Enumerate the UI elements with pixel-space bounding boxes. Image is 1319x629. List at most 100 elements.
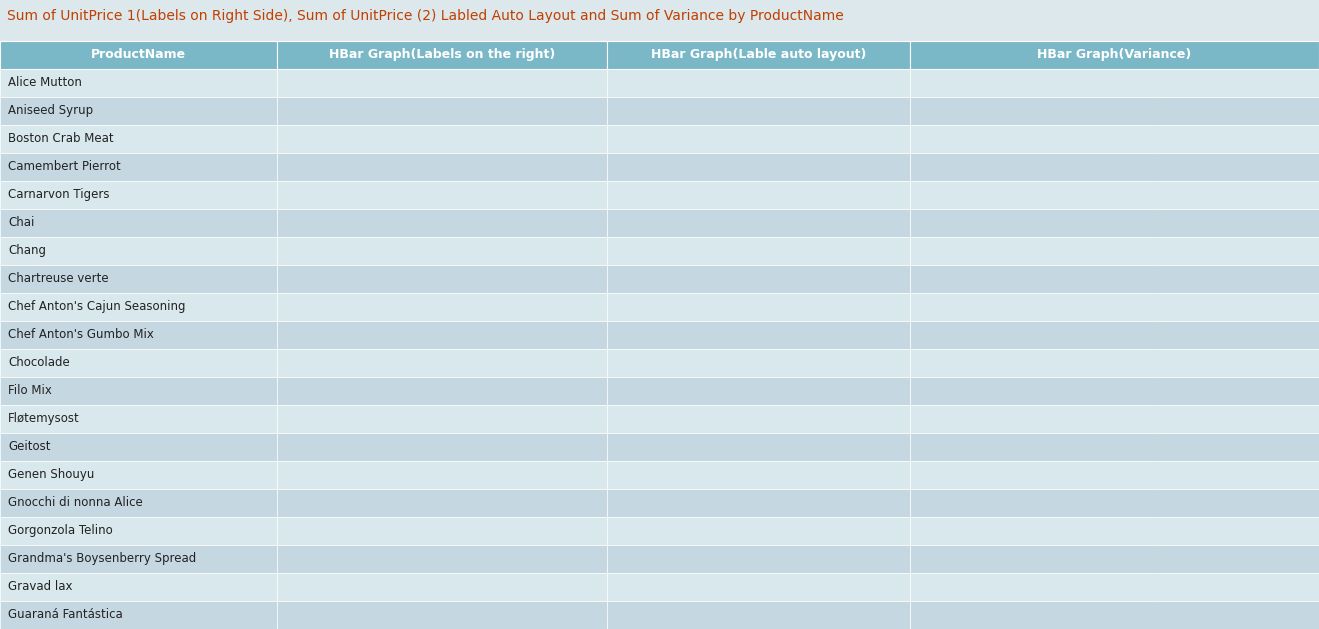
Text: Gravad lax: Gravad lax	[8, 581, 73, 594]
Bar	[607, 187, 864, 203]
Text: 21.35: 21.35	[565, 328, 599, 342]
Text: 38: 38	[583, 496, 599, 509]
Bar	[277, 523, 332, 539]
Text: 4.5: 4.5	[580, 608, 599, 621]
Text: 15.5: 15.5	[572, 469, 599, 481]
Text: -33: -33	[939, 384, 958, 398]
Text: Sum of UnitPrice 1(Labels on Right Side), Sum of UnitPrice (2) Labled Auto Layou: Sum of UnitPrice 1(Labels on Right Side)…	[7, 9, 843, 23]
Text: 62.5: 62.5	[572, 189, 599, 201]
Text: 21.35: 21.35	[699, 328, 733, 342]
Text: 18.4: 18.4	[687, 132, 714, 145]
Text: -24.5: -24.5	[977, 469, 1008, 481]
Bar	[607, 271, 681, 287]
Text: -18.65: -18.65	[1004, 328, 1042, 342]
Bar	[607, 75, 768, 91]
Text: 2.5: 2.5	[580, 440, 599, 454]
Text: -1: -1	[1133, 76, 1145, 89]
Bar	[607, 607, 625, 623]
Text: -37.5: -37.5	[901, 440, 931, 454]
Text: -27.25: -27.25	[954, 357, 992, 369]
Text: Fløtemysost: Fløtemysost	[8, 413, 79, 425]
Text: Grandma's Boysenberry Spread: Grandma's Boysenberry Spread	[8, 552, 197, 565]
Text: -15: -15	[1043, 552, 1063, 565]
Text: 4.5: 4.5	[630, 608, 649, 621]
Text: Alice Mutton: Alice Mutton	[8, 76, 82, 89]
Text: Geitost: Geitost	[8, 440, 50, 454]
Bar	[607, 299, 698, 315]
Text: Chocolade: Chocolade	[8, 357, 70, 369]
Bar	[277, 411, 373, 427]
Text: -18: -18	[1026, 301, 1046, 313]
Text: -21.6: -21.6	[995, 132, 1025, 145]
Bar	[277, 75, 451, 91]
Text: 19: 19	[690, 245, 706, 257]
Text: -18.5: -18.5	[1012, 413, 1043, 425]
Bar	[277, 439, 288, 455]
Text: 22.5: 22.5	[1291, 189, 1318, 201]
Text: 7: 7	[641, 384, 648, 398]
Text: -35.5: -35.5	[913, 608, 943, 621]
Text: 12.5: 12.5	[572, 525, 599, 538]
Bar	[607, 411, 695, 427]
Text: 18: 18	[686, 272, 700, 286]
Bar	[277, 214, 357, 231]
Bar	[607, 243, 685, 259]
Bar	[607, 551, 710, 567]
Bar	[277, 131, 359, 147]
Text: -27.5: -27.5	[960, 525, 991, 538]
Text: Camembert Pierrot: Camembert Pierrot	[8, 160, 120, 174]
Text: 62.5: 62.5	[869, 189, 896, 201]
Text: Gnocchi di nonna Alice: Gnocchi di nonna Alice	[8, 496, 142, 509]
Bar	[607, 579, 714, 595]
Bar	[607, 439, 617, 455]
Bar	[607, 103, 648, 119]
Text: -22: -22	[1002, 272, 1022, 286]
Bar	[277, 579, 393, 595]
Text: -22: -22	[1002, 216, 1022, 230]
Text: Guaraná Fantástica: Guaraná Fantástica	[8, 608, 123, 621]
Text: HBar Graph(Lable auto layout): HBar Graph(Lable auto layout)	[650, 48, 867, 62]
Text: -30: -30	[956, 104, 976, 118]
Bar	[607, 495, 764, 511]
Bar	[607, 383, 636, 399]
Text: 12.75: 12.75	[665, 357, 698, 369]
Bar	[277, 551, 389, 567]
Bar	[277, 271, 357, 287]
Bar	[607, 355, 660, 371]
Text: Chai: Chai	[8, 216, 34, 230]
Text: -14: -14	[1050, 581, 1068, 594]
Text: 26: 26	[719, 581, 733, 594]
Text: Chartreuse verte: Chartreuse verte	[8, 272, 108, 286]
Text: 39: 39	[773, 76, 787, 89]
Bar	[277, 327, 372, 343]
Bar	[277, 103, 322, 119]
Text: Filo Mix: Filo Mix	[8, 384, 51, 398]
Text: 26: 26	[583, 581, 599, 594]
Bar	[607, 467, 670, 483]
Bar	[607, 523, 658, 539]
Bar	[277, 607, 297, 623]
Bar	[277, 187, 557, 203]
Text: 18: 18	[583, 272, 599, 286]
Text: 25: 25	[583, 552, 599, 565]
Text: Aniseed Syrup: Aniseed Syrup	[8, 104, 94, 118]
Text: 12.5: 12.5	[663, 525, 690, 538]
Text: Genen Shouyu: Genen Shouyu	[8, 469, 94, 481]
Text: HBar Graph(Labels on the right): HBar Graph(Labels on the right)	[328, 48, 555, 62]
Text: 38: 38	[768, 496, 783, 509]
Text: Boston Crab Meat: Boston Crab Meat	[8, 132, 113, 145]
Text: -21: -21	[1009, 245, 1028, 257]
Text: Chang: Chang	[8, 245, 46, 257]
Bar	[607, 159, 747, 175]
Text: 22: 22	[703, 301, 718, 313]
Text: Carnarvon Tigers: Carnarvon Tigers	[8, 189, 109, 201]
Text: HBar Graph(Variance): HBar Graph(Variance)	[1038, 48, 1191, 62]
Bar	[277, 467, 347, 483]
Text: 15.5: 15.5	[675, 469, 702, 481]
Bar	[277, 383, 309, 399]
Text: 34: 34	[752, 160, 766, 174]
Text: 18.4: 18.4	[572, 132, 599, 145]
Text: -6: -6	[1104, 160, 1116, 174]
Text: 18: 18	[686, 216, 700, 230]
Bar	[277, 495, 447, 511]
